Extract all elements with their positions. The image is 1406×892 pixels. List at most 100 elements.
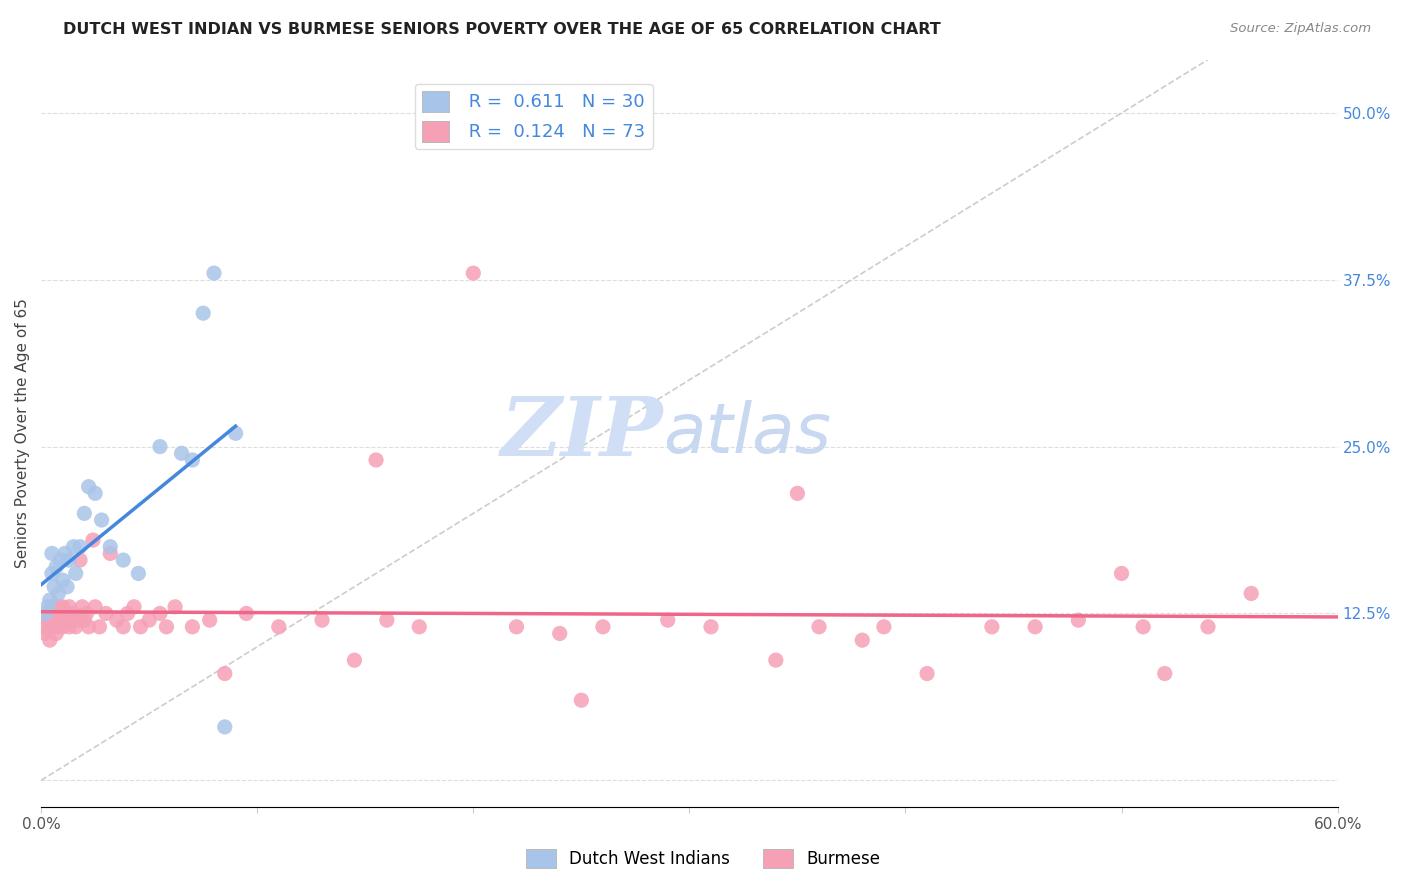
Point bbox=[52, 620, 75, 634]
Point bbox=[117, 607, 139, 621]
Point bbox=[1153, 666, 1175, 681]
Point bbox=[129, 620, 152, 634]
Point bbox=[980, 620, 1002, 634]
Point bbox=[181, 620, 204, 634]
Point bbox=[149, 440, 172, 454]
Point bbox=[569, 693, 592, 707]
Point bbox=[214, 720, 236, 734]
Point bbox=[170, 446, 193, 460]
Point bbox=[37, 613, 59, 627]
Point bbox=[32, 620, 55, 634]
Point bbox=[42, 580, 65, 594]
Point bbox=[45, 626, 67, 640]
Point bbox=[45, 559, 67, 574]
Point bbox=[45, 607, 67, 621]
Point bbox=[198, 613, 221, 627]
Point bbox=[786, 486, 808, 500]
Point bbox=[105, 613, 128, 627]
Point bbox=[181, 453, 204, 467]
Point bbox=[1111, 566, 1133, 581]
Point bbox=[90, 513, 112, 527]
Point bbox=[66, 613, 89, 627]
Point bbox=[700, 620, 723, 634]
Point bbox=[82, 533, 104, 547]
Point bbox=[53, 607, 76, 621]
Point bbox=[1024, 620, 1046, 634]
Point bbox=[58, 620, 80, 634]
Point bbox=[37, 599, 59, 614]
Point bbox=[375, 613, 398, 627]
Point bbox=[1132, 620, 1154, 634]
Point bbox=[48, 620, 70, 634]
Point bbox=[48, 586, 70, 600]
Point bbox=[69, 540, 91, 554]
Point bbox=[225, 426, 247, 441]
Point bbox=[127, 566, 149, 581]
Point bbox=[98, 540, 121, 554]
Point bbox=[267, 620, 290, 634]
Text: DUTCH WEST INDIAN VS BURMESE SENIORS POVERTY OVER THE AGE OF 65 CORRELATION CHAR: DUTCH WEST INDIAN VS BURMESE SENIORS POV… bbox=[63, 22, 941, 37]
Point bbox=[808, 620, 831, 634]
Point bbox=[84, 599, 107, 614]
Point bbox=[38, 607, 60, 621]
Point bbox=[69, 553, 91, 567]
Point bbox=[41, 566, 63, 581]
Point bbox=[49, 553, 72, 567]
Point bbox=[77, 480, 100, 494]
Point bbox=[73, 507, 96, 521]
Point bbox=[548, 626, 571, 640]
Point bbox=[84, 486, 107, 500]
Point bbox=[52, 599, 75, 614]
Point bbox=[364, 453, 387, 467]
Point bbox=[1240, 586, 1263, 600]
Point bbox=[592, 620, 614, 634]
Point bbox=[89, 620, 111, 634]
Y-axis label: Seniors Poverty Over the Age of 65: Seniors Poverty Over the Age of 65 bbox=[15, 298, 30, 568]
Point bbox=[70, 599, 93, 614]
Point bbox=[122, 599, 145, 614]
Point bbox=[53, 546, 76, 560]
Legend: Dutch West Indians, Burmese: Dutch West Indians, Burmese bbox=[519, 842, 887, 875]
Point bbox=[505, 620, 527, 634]
Point bbox=[41, 599, 63, 614]
Point bbox=[62, 607, 84, 621]
Point bbox=[765, 653, 787, 667]
Text: ZIP: ZIP bbox=[501, 393, 664, 474]
Text: atlas: atlas bbox=[664, 400, 831, 467]
Point bbox=[915, 666, 938, 681]
Text: Source: ZipAtlas.com: Source: ZipAtlas.com bbox=[1230, 22, 1371, 36]
Point bbox=[34, 626, 56, 640]
Point bbox=[41, 620, 63, 634]
Point bbox=[65, 620, 87, 634]
Point bbox=[112, 620, 135, 634]
Point bbox=[235, 607, 257, 621]
Point bbox=[851, 633, 873, 648]
Point bbox=[77, 620, 100, 634]
Point bbox=[657, 613, 679, 627]
Point bbox=[38, 593, 60, 607]
Point bbox=[42, 613, 65, 627]
Point bbox=[202, 266, 225, 280]
Point bbox=[49, 613, 72, 627]
Point bbox=[65, 566, 87, 581]
Point bbox=[343, 653, 366, 667]
Point bbox=[52, 573, 75, 587]
Legend:  R =  0.611   N = 30,  R =  0.124   N = 73: R = 0.611 N = 30, R = 0.124 N = 73 bbox=[415, 84, 652, 149]
Point bbox=[56, 580, 79, 594]
Point bbox=[165, 599, 187, 614]
Point bbox=[408, 620, 430, 634]
Point bbox=[98, 546, 121, 560]
Point bbox=[62, 540, 84, 554]
Point bbox=[155, 620, 177, 634]
Point bbox=[48, 599, 70, 614]
Point bbox=[214, 666, 236, 681]
Point bbox=[38, 633, 60, 648]
Point bbox=[56, 613, 79, 627]
Point bbox=[94, 607, 117, 621]
Point bbox=[873, 620, 896, 634]
Point bbox=[73, 613, 96, 627]
Point bbox=[138, 613, 160, 627]
Point bbox=[463, 266, 485, 280]
Point bbox=[193, 306, 215, 320]
Point bbox=[1067, 613, 1090, 627]
